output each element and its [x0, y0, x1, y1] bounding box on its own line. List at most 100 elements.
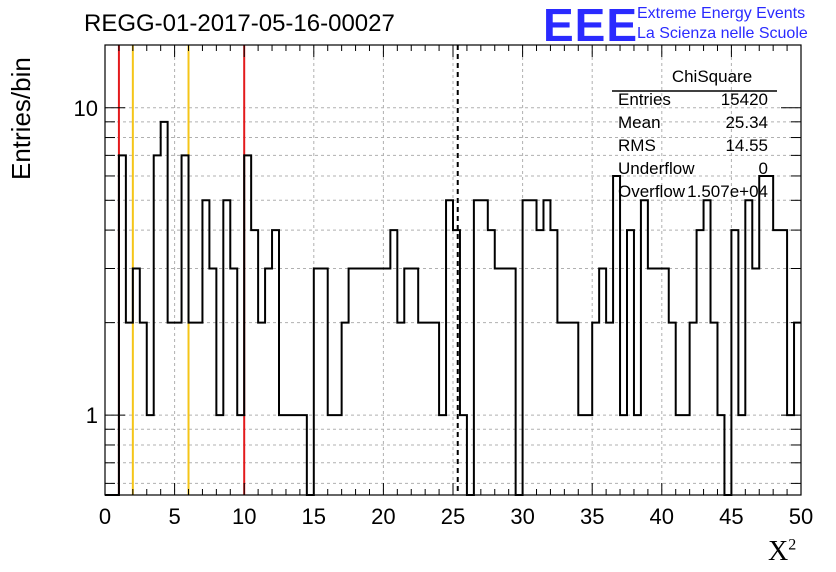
histogram-bin: [592, 323, 599, 495]
y-axis-label: Entries/bin: [6, 57, 36, 180]
x-tick-label: 10: [232, 504, 256, 529]
histogram-bin: [564, 323, 571, 495]
stats-value: 14.55: [725, 136, 768, 155]
histogram-bin: [133, 268, 140, 495]
histogram-bin: [704, 200, 711, 495]
histogram-bin: [690, 323, 697, 495]
histogram-bin: [244, 155, 251, 495]
histogram-bin: [363, 268, 370, 495]
histogram-bin: [230, 268, 237, 495]
histogram-bin: [209, 268, 216, 495]
histogram-bin: [202, 200, 209, 495]
histogram-bin: [550, 230, 557, 495]
x-tick-label: 0: [99, 504, 111, 529]
histogram-bin: [314, 268, 321, 495]
histogram-bin: [425, 323, 432, 495]
stats-key: Mean: [618, 113, 661, 132]
stats-box: ChiSquare Entries 15420 Mean 25.34 RMS 14.5…: [612, 66, 800, 203]
x-tick-label: 35: [580, 504, 604, 529]
histogram-bin: [265, 268, 272, 495]
histogram-bin: [251, 230, 258, 495]
stats-key: Underflow: [618, 159, 695, 178]
histogram-bin: [446, 200, 453, 495]
histogram-bin: [404, 268, 411, 495]
histogram-bin: [759, 176, 766, 495]
histogram-bin: [376, 268, 383, 495]
x-tick-label: 30: [510, 504, 534, 529]
histogram-bin: [119, 155, 126, 495]
x-tick-label: 15: [302, 504, 326, 529]
histogram-bin: [300, 415, 307, 495]
histogram-bin: [766, 176, 773, 495]
histogram-bin: [161, 122, 168, 495]
x-tick-label: 50: [789, 504, 813, 529]
histogram-bin: [216, 415, 223, 495]
histogram-bin: [286, 415, 293, 495]
eee-logo-text: Extreme Energy Events La Scienza nelle S…: [637, 4, 808, 44]
x-tick-label: 25: [441, 504, 465, 529]
x-tick-label: 40: [650, 504, 674, 529]
histogram-bin: [495, 268, 502, 495]
histogram-bin: [279, 415, 286, 495]
histogram-bin: [752, 268, 759, 495]
histogram-bin: [356, 268, 363, 495]
histogram-bin: [606, 323, 613, 495]
x-tick-label: 5: [168, 504, 180, 529]
histogram-bin: [474, 200, 481, 495]
histogram-bin: [237, 415, 244, 495]
y-tick-label: 10: [74, 96, 98, 121]
histogram-bin: [648, 268, 655, 495]
plot-title: REGG-01-2017-05-16-00027: [84, 10, 395, 37]
histogram-bin: [530, 200, 537, 495]
x-tick-label: 20: [371, 504, 395, 529]
histogram-bin: [126, 323, 133, 495]
histogram-bin: [794, 323, 801, 495]
logo-line-2: La Scienza nelle Scuole: [637, 25, 808, 42]
x-axis-label-base: X: [768, 536, 789, 567]
histogram-bin: [543, 200, 550, 495]
histogram-bin: [683, 415, 690, 495]
histogram-bin: [731, 230, 738, 495]
stats-value: 0: [758, 159, 768, 178]
histogram-bin: [321, 268, 328, 495]
histogram-bin: [147, 415, 154, 495]
histogram-bin: [578, 415, 585, 495]
histogram-bin: [349, 268, 356, 495]
histogram-bin: [676, 415, 683, 495]
histogram-bin: [383, 268, 390, 495]
histogram-bin: [189, 323, 196, 495]
histogram-bin: [655, 268, 662, 495]
histogram-bin: [537, 230, 544, 495]
histogram-steps: [105, 120, 801, 496]
histogram-bin: [641, 200, 648, 495]
stats-value: 1.507e+04: [687, 182, 768, 201]
histogram-bin: [745, 200, 752, 495]
histogram-bin: [488, 230, 495, 495]
logo-line-1: Extreme Energy Events: [637, 5, 806, 22]
histogram-bin: [272, 230, 279, 495]
histogram-bin: [613, 176, 620, 495]
histogram-bin: [258, 323, 265, 495]
histogram-bin: [717, 415, 724, 495]
histogram-bin: [418, 323, 425, 495]
histogram-bin: [669, 323, 676, 495]
histogram-bin: [328, 415, 335, 495]
histogram-bin: [411, 268, 418, 495]
histogram-bin: [780, 230, 787, 495]
histogram-bin: [390, 230, 397, 495]
histogram-bin: [168, 323, 175, 495]
stats-row-underflow: Underflow 0: [612, 157, 800, 180]
histogram-bin: [195, 323, 202, 495]
y-tick-label: 1: [86, 403, 98, 428]
histogram-bin: [738, 415, 745, 495]
histogram-bin: [662, 268, 669, 495]
histogram-bin: [154, 155, 161, 495]
histogram-bin: [481, 200, 488, 495]
stats-row-entries: Entries 15420: [612, 88, 800, 111]
stats-value: 25.34: [725, 113, 768, 132]
stats-row-mean: Mean 25.34: [612, 111, 800, 134]
stats-key: RMS: [618, 136, 656, 155]
stats-row-overflow: Overflow 1.507e+04: [612, 180, 800, 203]
histogram-bin: [620, 415, 627, 495]
